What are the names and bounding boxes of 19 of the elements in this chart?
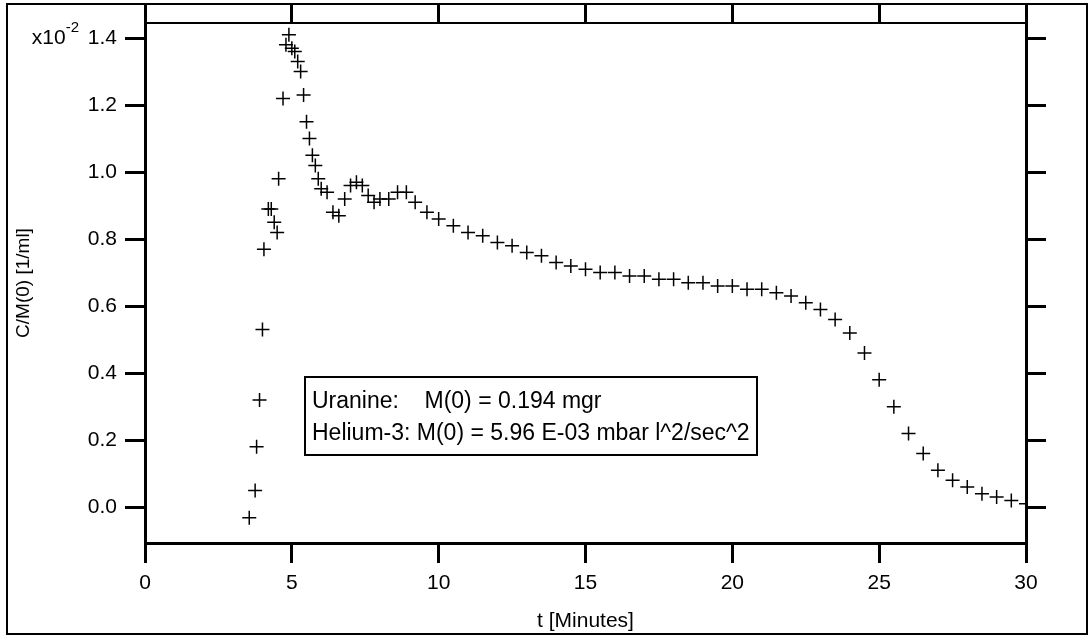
y-tick-label: 0.8 <box>87 225 117 249</box>
x-tick-label: 30 <box>1014 570 1038 594</box>
x-tick-label: 0 <box>139 570 151 594</box>
y-axis-title: C/M(0) [1/ml] <box>11 228 33 338</box>
x-tick-label: 15 <box>573 570 598 594</box>
y-tick-label: 0.6 <box>87 292 117 316</box>
x-axis-title: t [Minutes] <box>537 608 634 632</box>
y-tick-label: 1.0 <box>87 158 117 182</box>
y-tick-label: 1.2 <box>87 91 117 115</box>
x-tick-label: 10 <box>426 570 451 594</box>
x-tick-label: 5 <box>285 570 298 594</box>
annotation: Helium-3: M(0) = 5.96 E-03 mbar l^2/sec^2 <box>312 418 750 447</box>
y-tick-label: 0.2 <box>87 426 117 450</box>
x-tick-label: 25 <box>867 570 891 594</box>
y-tick-label: 0.4 <box>87 359 118 383</box>
annotation: Uranine: M(0) = 0.194 mgr <box>312 386 603 415</box>
x-tick-label: 20 <box>720 570 745 594</box>
y-tick-label: 0.0 <box>87 493 117 517</box>
y-tick-label: 1.4 <box>87 24 118 48</box>
